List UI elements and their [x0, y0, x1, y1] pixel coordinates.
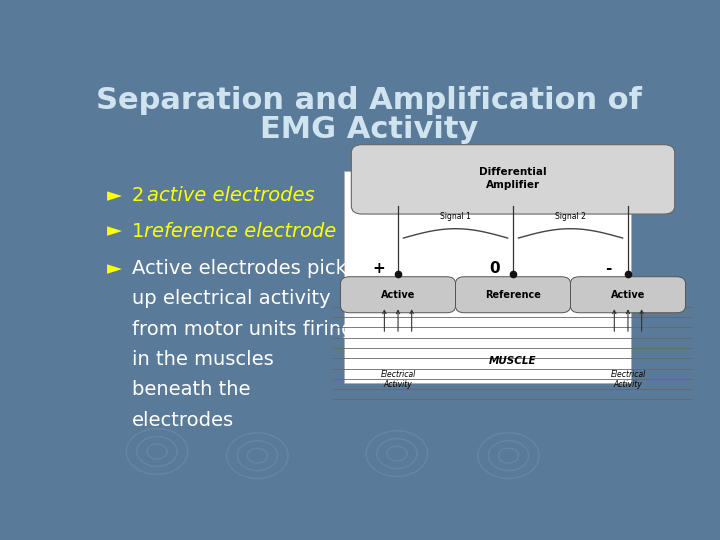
- FancyBboxPatch shape: [341, 276, 456, 313]
- Text: Electrical
Activity: Electrical Activity: [611, 370, 646, 389]
- Text: +: +: [372, 261, 384, 276]
- Text: beneath the: beneath the: [132, 381, 251, 400]
- FancyBboxPatch shape: [570, 276, 685, 313]
- Text: Active: Active: [381, 290, 415, 300]
- Text: ►: ►: [107, 186, 122, 205]
- Text: active electrodes: active electrodes: [147, 186, 315, 205]
- Text: electrodes: electrodes: [132, 411, 234, 430]
- Text: in the muscles: in the muscles: [132, 350, 274, 369]
- Text: from motor units firing: from motor units firing: [132, 320, 354, 339]
- Text: Signal 2: Signal 2: [555, 212, 586, 221]
- Text: Active electrodes pick: Active electrodes pick: [132, 259, 347, 278]
- Text: Signal 1: Signal 1: [440, 212, 471, 221]
- Text: 2: 2: [132, 186, 150, 205]
- Text: Separation and Amplification of: Separation and Amplification of: [96, 86, 642, 114]
- Text: Differential
Amplifier: Differential Amplifier: [480, 167, 546, 191]
- Text: EMG Activity: EMG Activity: [260, 114, 478, 144]
- FancyBboxPatch shape: [456, 276, 570, 313]
- Text: 0: 0: [490, 261, 500, 276]
- Text: MUSCLE: MUSCLE: [489, 356, 537, 366]
- Text: Active: Active: [611, 290, 645, 300]
- Text: reference electrode: reference electrode: [144, 221, 336, 241]
- Text: Reference: Reference: [485, 290, 541, 300]
- FancyBboxPatch shape: [344, 171, 631, 383]
- Text: 1: 1: [132, 221, 150, 241]
- Text: up electrical activity: up electrical activity: [132, 289, 330, 308]
- Text: Electrical
Activity: Electrical Activity: [380, 370, 415, 389]
- Text: ►: ►: [107, 221, 122, 241]
- FancyBboxPatch shape: [351, 145, 675, 214]
- Text: ►: ►: [107, 259, 122, 278]
- Text: -: -: [605, 261, 611, 276]
